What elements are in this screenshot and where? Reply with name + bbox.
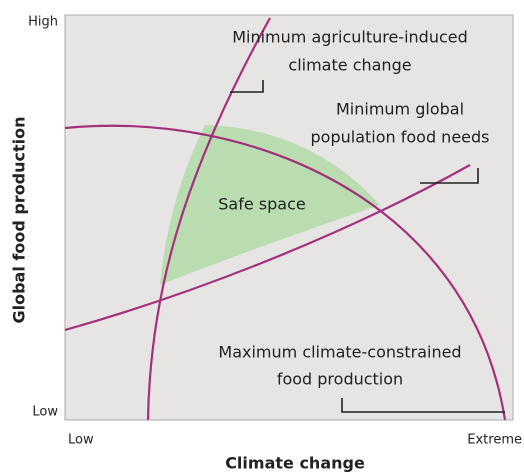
curve-label: population food needs <box>311 128 490 147</box>
curve-label: climate change <box>288 56 411 75</box>
x-axis-label: Climate change <box>225 454 365 473</box>
safe-space-region <box>160 125 380 285</box>
curve-label: Minimum agriculture-induced <box>232 28 468 47</box>
curve-food-needs <box>64 164 471 332</box>
y-axis-label: Global food production <box>10 116 29 323</box>
curve-label: Maximum climate-constrained <box>218 343 461 362</box>
leader-line <box>230 80 264 93</box>
leader-line <box>341 398 505 413</box>
curve-label: food production <box>277 370 403 389</box>
curve-label: Minimum global <box>336 100 464 119</box>
curve-climate <box>146 17 271 421</box>
curve-max-production <box>64 124 507 421</box>
region-label: Safe space <box>218 195 305 214</box>
y-high-label: High <box>28 15 58 30</box>
x-high-label: Extreme <box>467 433 522 448</box>
x-low-label: Low <box>68 433 94 448</box>
leader-line <box>420 168 479 184</box>
y-low-label: Low <box>32 405 58 420</box>
